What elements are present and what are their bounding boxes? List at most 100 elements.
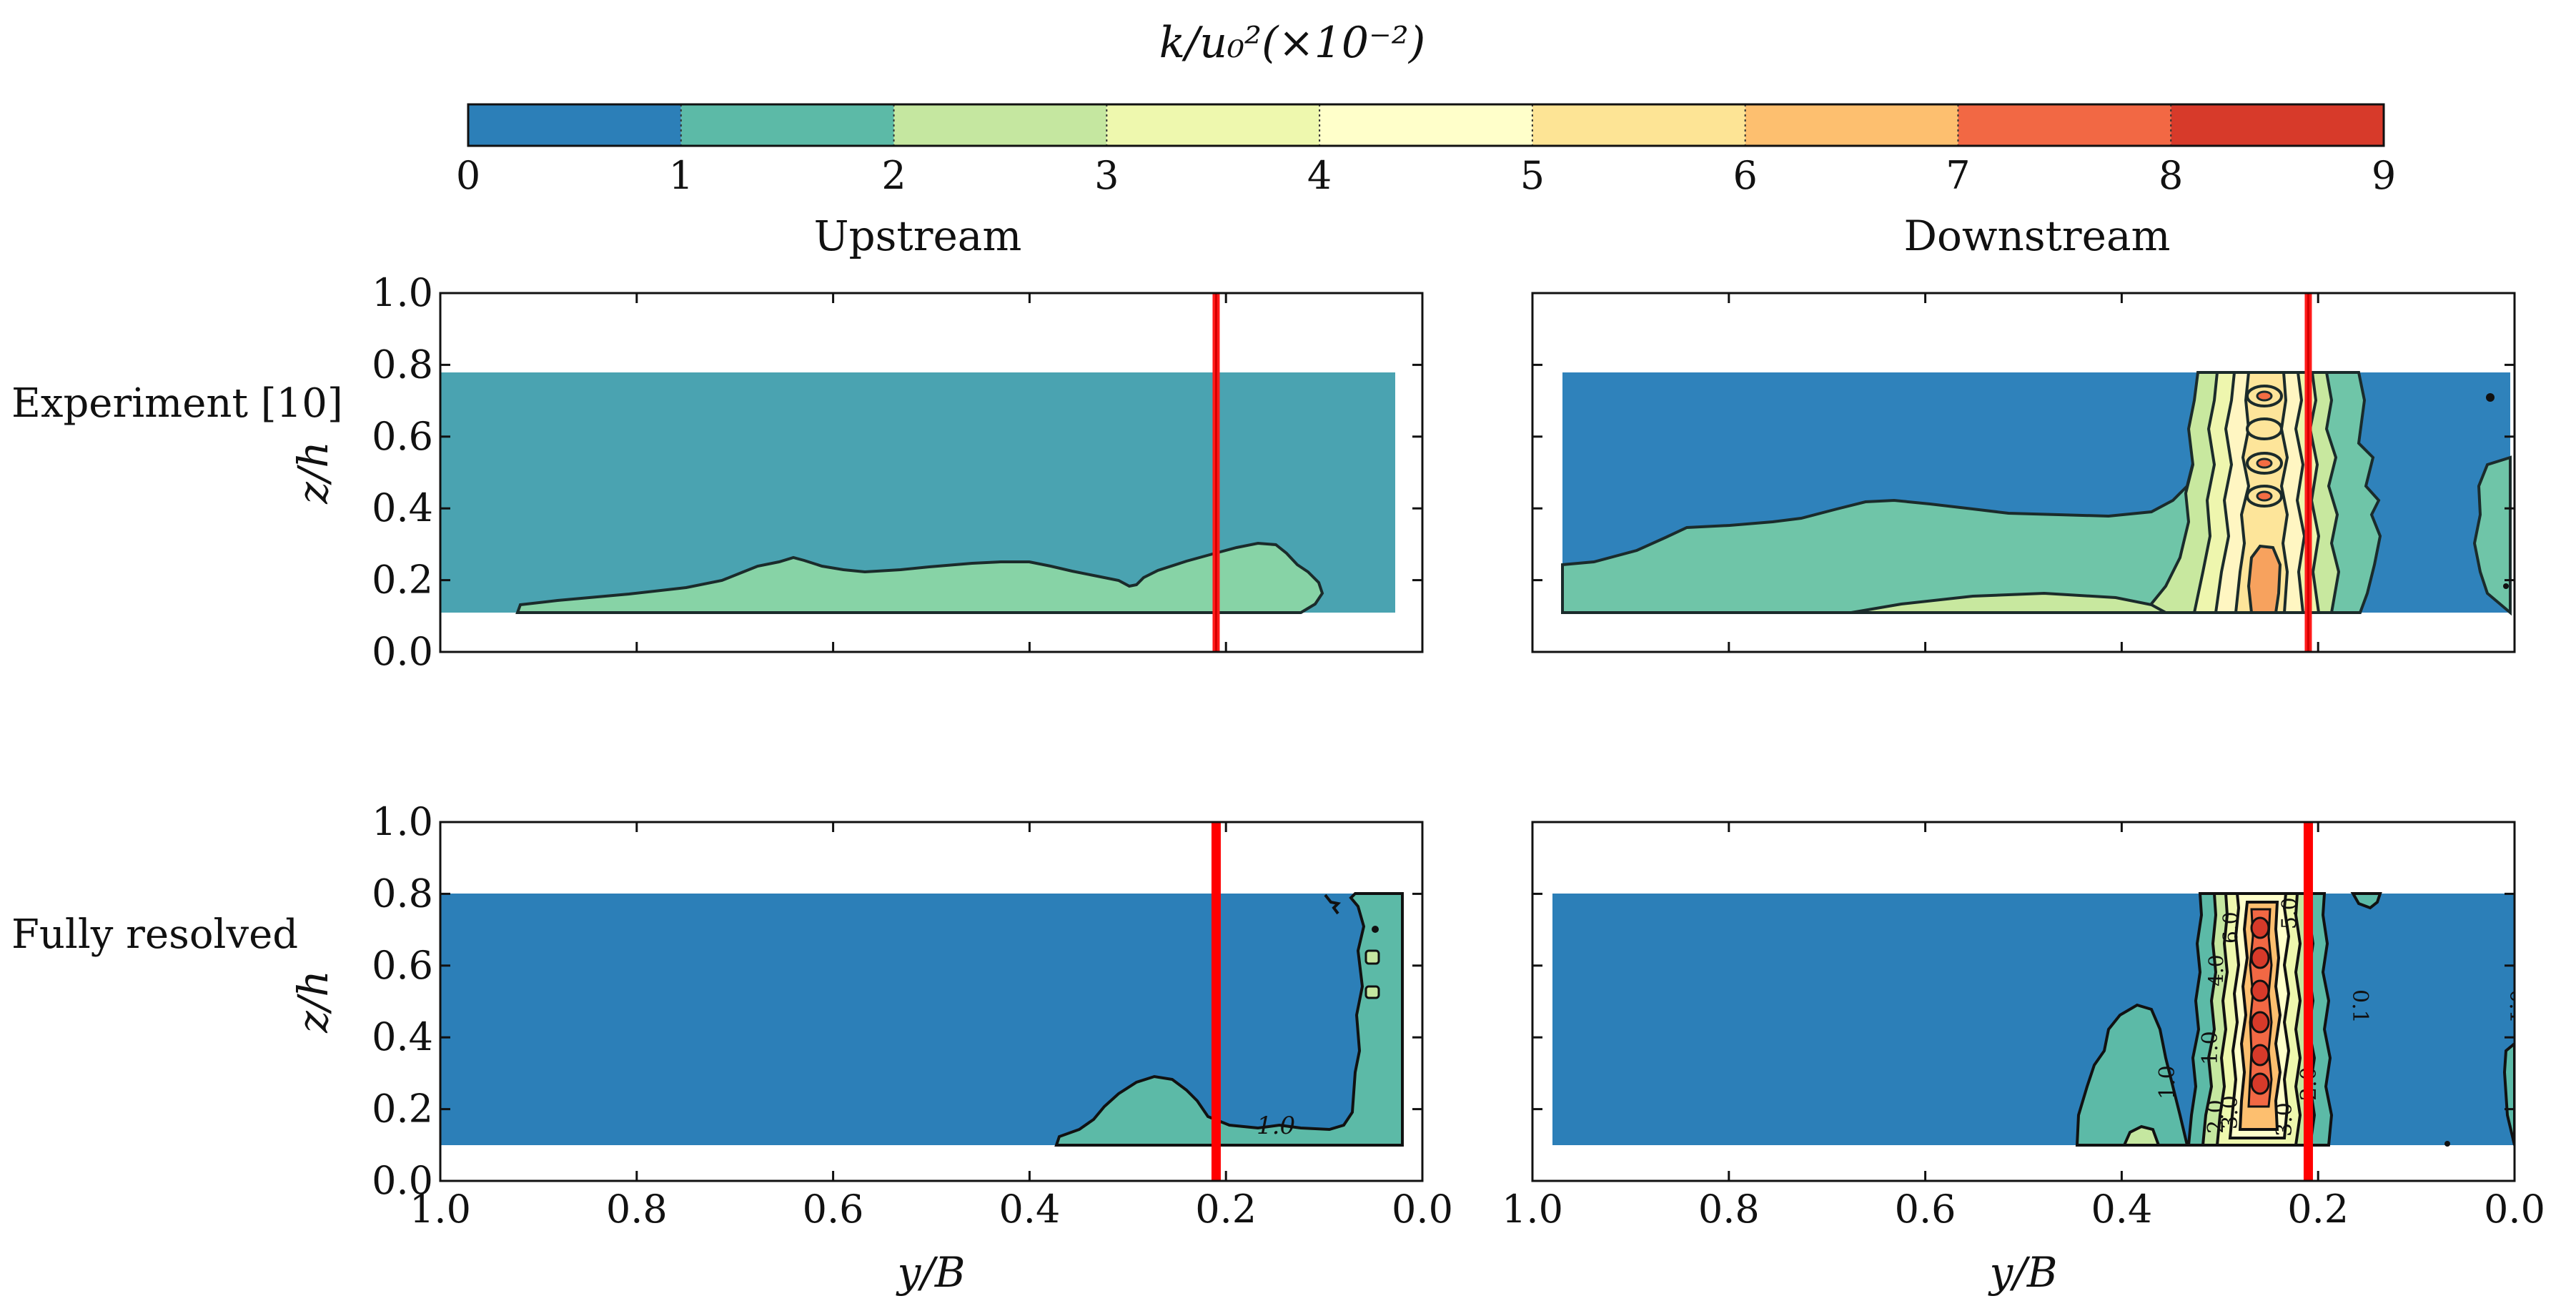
contour-region-level-1-left [2075, 1003, 2189, 1147]
x-tick-label: 0.0 [1392, 1187, 1453, 1232]
contour-label: 2.0 [2204, 1099, 2229, 1134]
contour-cell-level-6 [2256, 490, 2273, 502]
x-tick-label: 0.0 [2484, 1187, 2545, 1232]
x-tick-label: 0.8 [606, 1187, 668, 1232]
contour-label: 1.0 [1257, 1112, 1295, 1140]
contour-cell-level-5 [2246, 417, 2283, 440]
axes-frame [1531, 292, 2516, 653]
y-tick-label: 0.6 [372, 414, 433, 459]
contour-region-level-1 [1561, 371, 2382, 614]
y-tick-label: 0.2 [372, 1087, 433, 1132]
colorbar-title: k/u₀²(×10⁻²) [1159, 18, 1425, 68]
colorbar-tick-label: 4 [1307, 153, 1332, 198]
colorbar-tick-label: 7 [1946, 153, 1970, 198]
y-tick-label: 0.6 [372, 943, 433, 988]
contour-cell-level-8 [2250, 1044, 2270, 1067]
colorbar-swatch [1106, 104, 1320, 146]
contour-cell-level-8 [2250, 979, 2270, 1002]
contour-dot [2486, 393, 2495, 402]
contour-line [1324, 894, 1342, 915]
colorbar-tick-label: 5 [1520, 153, 1545, 198]
contour-label: 1.0 [2155, 1065, 2180, 1099]
x-tick-label: 1.0 [410, 1187, 471, 1232]
colorbar-tick-label: 1 [669, 153, 693, 198]
y-ticks: 0.0 0.2 0.4 0.6 0.8 1.0 [372, 270, 1422, 674]
contour-field-background [440, 894, 1402, 1145]
colorbar-swatch [1958, 104, 2171, 146]
x-tick-label: 0.2 [2287, 1187, 2349, 1232]
x-tick-label: 0.4 [2091, 1187, 2152, 1232]
x-tick-label: 0.8 [1698, 1187, 1760, 1232]
colorbar-tick-label: 8 [2159, 153, 2183, 198]
y-tick-label: 0.0 [372, 1158, 433, 1203]
y-axis-title-top: z/h [289, 441, 337, 504]
column-title-downstream: Downstream [1903, 212, 2170, 260]
colorbar-tick-label: 2 [881, 153, 906, 198]
contour-cell-level-2 [1364, 985, 1380, 999]
contour-region-level-1 [1054, 892, 1404, 1147]
contour-label: 3.0 [2272, 1102, 2297, 1137]
colorbar-swatch [1319, 104, 1532, 146]
contour-dot [2503, 583, 2509, 589]
colorbar-swatch [468, 104, 681, 146]
y-tick-label: 1.0 [372, 799, 433, 844]
x-tick-label: 1.0 [1502, 1187, 1563, 1232]
colorbar-swatch [1532, 104, 1745, 146]
x-tick-label: 0.4 [999, 1187, 1060, 1232]
contour-dot [2444, 1141, 2450, 1147]
contour-region-level-2-lower [1851, 591, 2166, 614]
contour-field-background [1552, 894, 2515, 1145]
y-tick-label: 0.4 [372, 1014, 433, 1059]
x-ticks: 1.0 0.8 0.6 0.4 0.2 0.0 [1502, 822, 2545, 1232]
x-axis-title-left: y/B [896, 1248, 966, 1297]
column-title-upstream: Upstream [814, 212, 1022, 260]
contour-label: 0.1 [2505, 989, 2530, 1024]
row-label-fully-resolved: Fully resolved [11, 911, 298, 958]
x-tick-label: 0.6 [1895, 1187, 1956, 1232]
contour-region-level-1-strip [2502, 1042, 2515, 1146]
x-tick-label: 0.6 [803, 1187, 864, 1232]
y-axis-title-bottom: z/h [289, 970, 337, 1033]
axes-frame [439, 292, 1424, 653]
contour-region-level-6 [2246, 544, 2282, 614]
y-ticks: 0.0 0.2 0.4 0.6 0.8 1.0 [372, 799, 1422, 1203]
y-tick-label: 1.0 [372, 270, 433, 315]
colorbar-swatch [893, 104, 1107, 146]
y-tick-label: 0.8 [372, 871, 433, 916]
contour-label: 0.1 [2347, 989, 2372, 1024]
colorbar-frame [467, 103, 2385, 147]
y-ticks [1532, 292, 2515, 653]
contour-region-level-1-notch [2350, 892, 2382, 910]
colorbar-tick-label: 3 [1094, 153, 1119, 198]
contour-label: 6.0 [2219, 911, 2242, 944]
y-tick-label: 0.0 [372, 629, 433, 674]
colorbar-swatch [2171, 104, 2384, 146]
contour-region-level-1 [515, 541, 1324, 614]
contour-dot [1372, 926, 1379, 933]
colorbar-tick-label: 6 [1733, 153, 1757, 198]
x-ticks [439, 293, 1424, 652]
panel-fully-resolved-downstream: 1.0 1.0 2.0 2.0 3.0 3.0 0.1 0.1 6.0 5.0 … [1502, 821, 2545, 1232]
colorbar: k/u₀²(×10⁻²) 0 1 2 3 4 5 6 7 8 9 [456, 18, 2396, 198]
contour-cell-level-8 [2250, 1072, 2270, 1095]
contour-cell-level-8 [2250, 1011, 2270, 1034]
panel-fully-resolved-upstream: 1.0 1.0 0.8 0.6 0.4 0.2 0.0 0.0 0.2 0.4 0.6 0.8 1.… [372, 799, 1453, 1232]
contour-label: 1.0 [2198, 1031, 2223, 1065]
colorbar-tick-label: 0 [456, 153, 480, 198]
contour-label: 3.0 [2218, 1095, 2243, 1129]
axes-frame [439, 821, 1424, 1182]
contour-region-level-2-left [2121, 1124, 2161, 1147]
contour-label: 5.0 [2277, 897, 2301, 929]
colorbar-swatch [1745, 104, 1958, 146]
panel-experiment-upstream: 0.0 0.2 0.4 0.6 0.8 1.0 [372, 270, 1424, 674]
panel-experiment-downstream [1531, 292, 2516, 653]
contour-region-level-1-right [2472, 455, 2512, 616]
contour-cell-level-6 [2256, 390, 2273, 402]
contour-cell-level-6 [2256, 457, 2273, 469]
contour-cell-level-8 [2250, 946, 2270, 969]
y-tick-label: 0.8 [372, 342, 433, 387]
x-axis-title-right: y/B [1988, 1248, 2058, 1297]
x-tick-label: 0.2 [1195, 1187, 1257, 1232]
colorbar-swatches [468, 104, 2384, 146]
